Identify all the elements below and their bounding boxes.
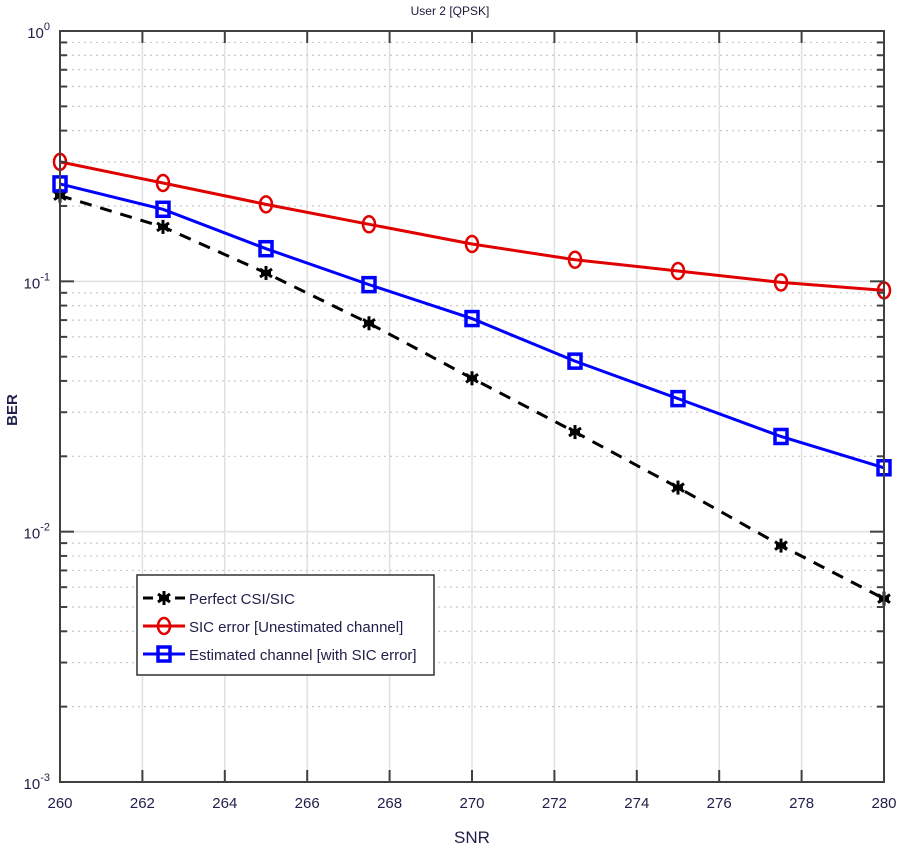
legend: Perfect CSI/SIC SIC error [Unestimated ch… — [136, 574, 435, 676]
data-point-asterisk — [568, 425, 582, 440]
x-tick-label: 270 — [459, 795, 484, 812]
data-point-asterisk — [671, 480, 685, 495]
legend-label: SIC error [Unestimated channel] — [189, 619, 403, 636]
legend-item: Perfect CSI/SIC — [143, 591, 295, 608]
y-axis-label: BER — [4, 394, 21, 426]
y-tick-label: 10-3 — [24, 772, 50, 793]
y-tick-label: 10-2 — [24, 522, 50, 543]
data-point-square — [567, 352, 583, 370]
data-point-asterisk — [156, 219, 170, 234]
y-tick-label: 10-1 — [24, 271, 50, 292]
data-point-asterisk — [774, 538, 788, 553]
data-point-circle — [567, 250, 583, 269]
x-axis-label: SNR — [454, 828, 490, 847]
legend-label: Estimated channel [with SIC error] — [189, 647, 417, 664]
data-point-square — [464, 309, 480, 328]
x-tick-label: 262 — [130, 795, 155, 812]
axes — [59, 30, 885, 783]
data-point-square — [773, 427, 789, 446]
x-tick-label: 266 — [295, 795, 320, 812]
legend-item: SIC error [Unestimated channel] — [143, 616, 403, 636]
x-axis-ticks: 260 262 264 266 268 270 272 274 276 278 280 — [47, 795, 896, 812]
y-axis-ticks: 100 10-1 10-2 10-3 — [24, 21, 50, 793]
data-point-square — [155, 200, 171, 219]
data-point-asterisk — [465, 371, 479, 386]
x-tick-label: 276 — [707, 795, 732, 812]
series-sic-error-unestimated-channel — [52, 152, 892, 300]
data-point-asterisk — [362, 316, 376, 331]
data-point-asterisk — [259, 265, 273, 280]
data-point-square — [258, 239, 274, 258]
series-estimated-channel-with-sic-error — [52, 175, 892, 477]
data-point-circle — [258, 195, 274, 214]
series-line — [59, 160, 885, 292]
data-point-circle — [773, 273, 789, 292]
plot-area — [52, 152, 892, 606]
x-tick-label: 280 — [871, 795, 896, 812]
x-tick-label: 278 — [789, 795, 814, 812]
legend-label: Perfect CSI/SIC — [189, 591, 295, 608]
x-tick-label: 274 — [624, 795, 649, 812]
y-tick-label: 100 — [27, 21, 50, 42]
legend-item: Estimated channel [with SIC error] — [143, 645, 417, 664]
data-point-circle — [464, 234, 480, 254]
data-point-circle — [670, 261, 686, 281]
data-point-square — [361, 275, 377, 294]
legend-box — [136, 574, 435, 676]
x-tick-label: 268 — [377, 795, 402, 812]
x-tick-label: 260 — [47, 795, 72, 812]
chart-title: User 2 [QPSK] — [411, 4, 490, 18]
data-point-square — [670, 389, 686, 408]
series-line — [59, 182, 885, 470]
data-point-circle — [361, 215, 377, 234]
x-tick-label: 272 — [542, 795, 567, 812]
x-tick-label: 264 — [212, 795, 237, 812]
data-point-circle — [155, 173, 171, 193]
